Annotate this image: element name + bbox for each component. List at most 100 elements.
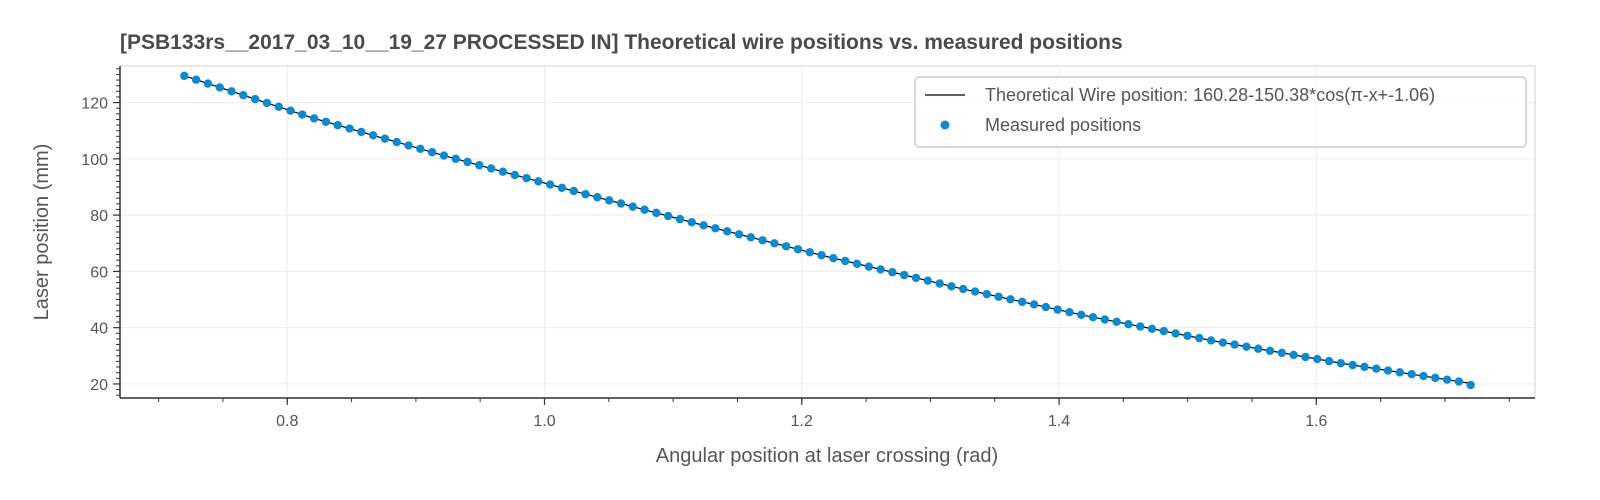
measured-point	[1442, 375, 1452, 384]
measured-point	[841, 256, 850, 266]
measured-point	[817, 251, 826, 260]
measured-point	[215, 83, 224, 92]
measured-point	[793, 245, 803, 254]
x-tick-label: 1.6	[1305, 413, 1327, 430]
measured-point	[947, 282, 956, 291]
measured-point	[687, 218, 696, 227]
measured-point	[1360, 362, 1369, 372]
measured-point	[534, 177, 543, 186]
measured-point	[510, 170, 519, 180]
measured-point	[486, 164, 496, 173]
measured-point	[616, 199, 626, 208]
x-ticks: 0.8 1.0 1.2 1.4 1.6	[158, 398, 1510, 430]
measured-point	[1077, 310, 1086, 319]
measured-point	[711, 224, 720, 233]
measured-point	[203, 79, 213, 88]
measured-point	[475, 161, 484, 170]
grid	[120, 66, 1535, 398]
measured-point	[1254, 344, 1263, 353]
measured-point	[1230, 340, 1239, 349]
measured-point	[923, 276, 933, 285]
legend-box	[914, 76, 1527, 148]
measured-point	[274, 102, 283, 112]
measured-point	[1100, 315, 1110, 324]
measured-point	[250, 94, 260, 104]
measured-point	[935, 279, 944, 288]
measured-point	[262, 98, 272, 108]
measured-point	[1006, 295, 1015, 304]
x-tick-label: 1.0	[533, 413, 555, 430]
measured-point	[1124, 319, 1133, 329]
measured-point	[1313, 354, 1322, 364]
measured-point	[888, 268, 897, 277]
measured-point	[900, 270, 909, 280]
measured-point	[392, 137, 401, 147]
measured-point	[569, 186, 578, 196]
measured-point	[368, 131, 378, 140]
measured-point	[451, 154, 460, 163]
measured-point	[652, 208, 661, 218]
measured-point	[663, 211, 673, 221]
measured-point	[781, 242, 791, 251]
measured-point	[416, 144, 425, 154]
measured-point	[1466, 380, 1475, 390]
measured-point	[593, 193, 602, 202]
measured-point	[805, 248, 814, 257]
measured-points-series	[180, 71, 1475, 390]
y-tick-label: 20	[90, 377, 108, 394]
measured-point	[1454, 377, 1464, 386]
measured-point	[1242, 342, 1251, 351]
measured-point	[722, 227, 732, 236]
measured-point	[1407, 370, 1416, 379]
measured-point	[1018, 297, 1027, 307]
measured-point	[1171, 329, 1180, 338]
measured-point	[1159, 326, 1169, 336]
measured-point	[1088, 312, 1098, 322]
measured-point	[1383, 366, 1393, 375]
measured-point	[333, 120, 342, 130]
measured-point	[1431, 373, 1440, 383]
measured-point	[1147, 324, 1157, 333]
measured-point	[640, 205, 649, 214]
measured-point	[604, 196, 614, 205]
measured-point	[1053, 305, 1062, 314]
measured-point	[1324, 356, 1334, 366]
legend-marker-swatch	[940, 120, 950, 130]
measured-point	[1065, 308, 1074, 317]
measured-point	[1112, 317, 1121, 327]
measured-point	[770, 239, 779, 248]
measured-point	[1336, 358, 1346, 368]
measured-point	[1218, 338, 1228, 347]
x-tick-label: 0.8	[276, 413, 298, 430]
x-tick-label: 1.2	[791, 413, 813, 430]
measured-point	[309, 114, 319, 123]
y-ticks: 20 40 60 80 100 120	[81, 68, 120, 396]
measured-point	[1206, 336, 1216, 345]
measured-point	[427, 148, 437, 157]
measured-point	[1277, 348, 1287, 358]
measured-point	[1195, 333, 1204, 343]
measured-point	[345, 124, 354, 133]
measured-point	[298, 110, 307, 119]
measured-point	[239, 91, 248, 100]
legend-item-measured: Measured positions	[985, 115, 1141, 135]
measured-point	[675, 214, 685, 224]
measured-point	[959, 284, 968, 294]
measured-point	[1372, 364, 1381, 373]
measured-point	[628, 202, 637, 211]
measured-point	[180, 71, 189, 81]
measured-point	[734, 230, 744, 239]
y-tick-label: 100	[81, 152, 108, 169]
measured-point	[1395, 368, 1405, 377]
y-tick-label: 120	[81, 96, 108, 113]
measured-point	[463, 157, 472, 167]
measured-point	[581, 189, 590, 199]
measured-point	[746, 233, 755, 242]
measured-point	[1419, 371, 1428, 381]
chart-title: [PSB133rs__2017_03_10__19_27 PROCESSED I…	[120, 31, 1123, 54]
measured-point	[758, 236, 767, 245]
measured-point	[286, 106, 295, 115]
measured-point	[994, 292, 1003, 301]
y-tick-label: 40	[90, 321, 108, 338]
measured-point	[699, 221, 708, 230]
